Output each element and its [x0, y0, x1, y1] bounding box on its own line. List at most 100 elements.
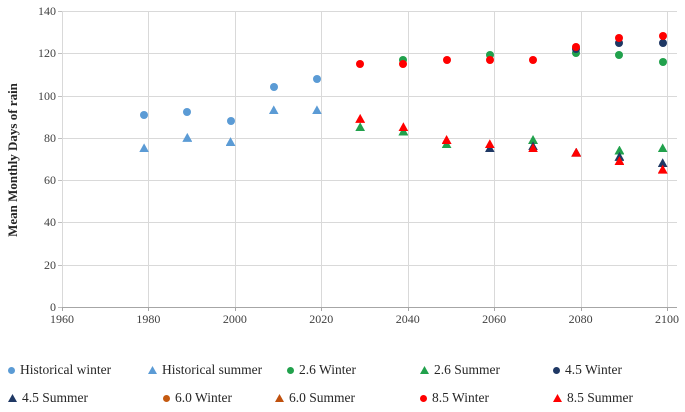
data-point	[658, 57, 667, 66]
data-point	[225, 137, 236, 147]
legend-item-label: 4.5 Summer	[22, 390, 88, 405]
y-tick-mark	[58, 95, 62, 97]
x-tick-label: 2100	[655, 312, 679, 326]
legend-item-label: 4.5 Winter	[565, 362, 622, 377]
y-tick-mark	[58, 307, 62, 308]
y-tick-label: 100	[38, 88, 56, 103]
x-tick-label: 1960	[50, 312, 74, 326]
gridline-vertical	[494, 11, 496, 307]
legend-item-label: 2.6 Summer	[434, 362, 500, 377]
x-tick-label: 2020	[309, 312, 334, 326]
legend-triangle-marker-icon	[553, 394, 562, 402]
gridline-vertical	[148, 11, 150, 307]
data-point	[615, 51, 624, 60]
y-tick-label: 0	[50, 300, 56, 314]
data-point	[572, 42, 581, 51]
y-tick-label: 20	[44, 257, 56, 272]
legend-item-label: 8.5 Summer	[567, 390, 633, 405]
data-point	[269, 83, 278, 92]
legend-triangle-marker-icon	[275, 394, 284, 402]
x-tick-label: 2000	[222, 312, 247, 326]
gridline-vertical	[580, 11, 582, 307]
y-tick-mark	[58, 11, 62, 12]
gridline-horizontal	[62, 137, 677, 139]
data-point	[657, 164, 668, 174]
y-tick-mark	[58, 180, 62, 182]
data-point	[442, 55, 451, 64]
legend-triangle-marker-icon	[148, 366, 157, 374]
legend-item-label: 8.5 Winter	[432, 390, 489, 405]
legend-item: 6.0 Winter	[163, 390, 232, 406]
data-point	[226, 116, 235, 125]
data-point	[139, 143, 150, 153]
gridline-vertical	[407, 11, 409, 307]
legend-item-label: 2.6 Winter	[299, 362, 356, 377]
x-tick-mark	[321, 307, 323, 311]
legend-circle-marker-icon	[163, 394, 170, 402]
data-point	[658, 38, 667, 47]
data-point	[657, 143, 668, 153]
data-point	[614, 156, 625, 166]
x-tick-label: 2040	[395, 312, 420, 326]
data-point	[571, 147, 582, 157]
x-axis-line	[62, 307, 677, 308]
legend-circle-marker-icon	[8, 366, 15, 374]
data-point	[355, 113, 366, 123]
y-tick-label: 60	[44, 173, 56, 188]
gridline-horizontal	[62, 222, 677, 224]
legend-triangle-marker-icon	[8, 394, 17, 402]
data-point	[356, 59, 365, 68]
data-point	[311, 105, 322, 115]
data-point	[615, 38, 624, 47]
gridline-horizontal	[62, 180, 677, 182]
data-point	[441, 134, 452, 144]
data-point	[398, 122, 409, 132]
x-tick-mark	[234, 307, 236, 311]
x-tick-mark	[494, 307, 496, 311]
legend-circle-marker-icon	[553, 366, 560, 374]
data-point	[528, 143, 539, 153]
data-point	[312, 74, 321, 83]
data-point	[183, 108, 192, 117]
legend-item-label: Historical summer	[162, 362, 263, 377]
data-point	[485, 51, 494, 60]
y-tick-mark	[58, 222, 62, 224]
legend-triangle-marker-icon	[420, 366, 429, 374]
x-tick-mark	[407, 307, 409, 311]
gridline-horizontal	[62, 11, 677, 12]
data-point	[657, 158, 668, 168]
legend-item-label: 6.0 Summer	[289, 390, 355, 405]
legend-item: 4.5 Summer	[8, 390, 88, 406]
data-point	[182, 132, 193, 142]
y-tick-label: 80	[44, 130, 56, 145]
gridline-horizontal	[62, 53, 677, 55]
data-point	[268, 105, 279, 115]
legend-item: 4.5 Winter	[553, 362, 622, 378]
data-point	[399, 59, 408, 68]
x-tick-label: 2080	[568, 312, 593, 326]
gridline-horizontal	[62, 95, 677, 97]
x-tick-mark	[148, 307, 150, 311]
data-point	[572, 49, 581, 58]
legend-circle-marker-icon	[287, 366, 294, 374]
y-tick-label: 40	[44, 215, 56, 230]
gridline-vertical	[667, 11, 668, 307]
data-point	[529, 55, 538, 64]
data-point	[528, 134, 539, 144]
x-tick-mark	[580, 307, 582, 311]
legend-circle-marker-icon	[420, 394, 427, 402]
legend-item: 8.5 Summer	[553, 390, 633, 406]
data-point	[399, 55, 408, 64]
legend-item: 8.5 Winter	[420, 390, 489, 406]
legend-item: 6.0 Summer	[275, 390, 355, 406]
data-point	[140, 110, 149, 119]
y-tick-mark	[58, 53, 62, 55]
x-tick-label: 2060	[482, 312, 507, 326]
legend-item: Historical winter	[8, 362, 111, 378]
y-axis-title: Mean Monthly Days of rain	[5, 83, 20, 237]
legend-item: Historical summer	[148, 362, 262, 378]
data-point	[355, 122, 366, 132]
x-tick-mark	[62, 307, 63, 311]
y-tick-label: 140	[38, 4, 56, 18]
